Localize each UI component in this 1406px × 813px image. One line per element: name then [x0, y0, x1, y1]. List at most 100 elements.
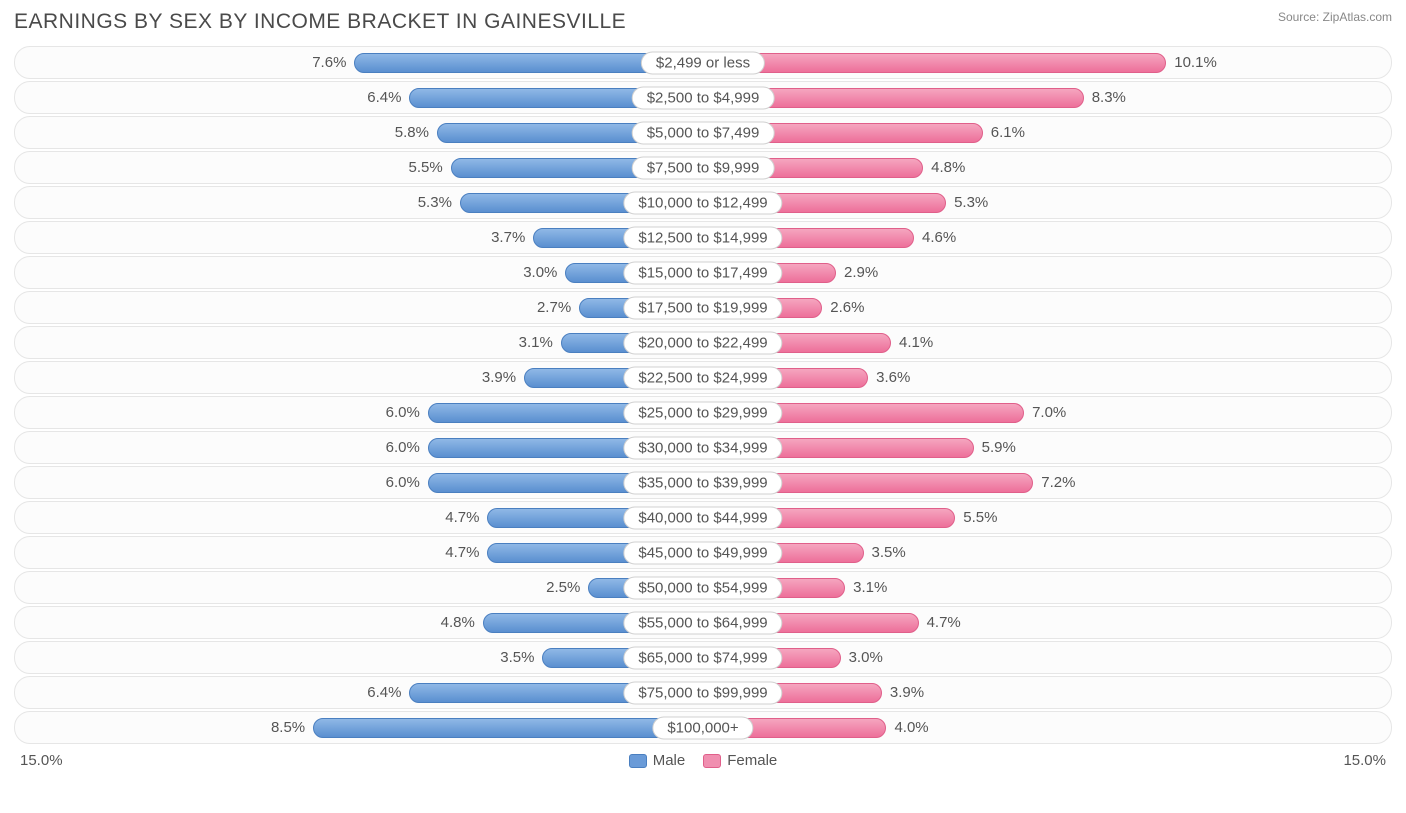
male-half: 6.4%	[15, 677, 703, 708]
female-value-label: 4.0%	[894, 719, 928, 736]
female-half: 5.9%	[703, 432, 1391, 463]
category-label: $5,000 to $7,499	[632, 121, 775, 144]
chart-row: 6.0%7.2%$35,000 to $39,999	[14, 466, 1392, 499]
female-half: 4.0%	[703, 712, 1391, 743]
female-value-label: 3.0%	[849, 649, 883, 666]
male-half: 5.5%	[15, 152, 703, 183]
chart-title: EARNINGS BY SEX BY INCOME BRACKET IN GAI…	[14, 10, 626, 34]
category-label: $50,000 to $54,999	[623, 576, 782, 599]
female-value-label: 6.1%	[991, 124, 1025, 141]
female-half: 5.5%	[703, 502, 1391, 533]
male-value-label: 4.8%	[441, 614, 475, 631]
source-attribution: Source: ZipAtlas.com	[1278, 10, 1392, 24]
chart-row: 3.9% 3.6% $22,500 to $24,999	[14, 361, 1392, 394]
female-half: 2.6%	[703, 292, 1391, 323]
female-value-label: 4.8%	[931, 159, 965, 176]
chart-row: 4.7% 5.5%$40,000 to $44,999	[14, 501, 1392, 534]
male-half: 3.0%	[15, 257, 703, 288]
male-value-label: 6.0%	[386, 404, 420, 421]
female-half: 4.1%	[703, 327, 1391, 358]
category-label: $2,500 to $4,999	[632, 86, 775, 109]
male-half: 3.5%	[15, 642, 703, 673]
category-label: $20,000 to $22,499	[623, 331, 782, 354]
male-value-label: 4.7%	[445, 509, 479, 526]
male-half: 2.7%	[15, 292, 703, 323]
male-half: 5.3%	[15, 187, 703, 218]
category-label: $2,499 or less	[641, 51, 765, 74]
male-value-label: 5.8%	[395, 124, 429, 141]
female-value-label: 7.2%	[1041, 474, 1075, 491]
category-label: $12,500 to $14,999	[623, 226, 782, 249]
male-half: 3.9%	[15, 362, 703, 393]
male-value-label: 3.0%	[523, 264, 557, 281]
male-half: 6.0%	[15, 432, 703, 463]
category-label: $10,000 to $12,499	[623, 191, 782, 214]
category-label: $40,000 to $44,999	[623, 506, 782, 529]
category-label: $75,000 to $99,999	[623, 681, 782, 704]
female-half: 3.9%	[703, 677, 1391, 708]
male-value-label: 3.5%	[500, 649, 534, 666]
male-value-label: 8.5%	[271, 719, 305, 736]
chart-header: EARNINGS BY SEX BY INCOME BRACKET IN GAI…	[14, 10, 1392, 34]
male-value-label: 6.0%	[386, 439, 420, 456]
female-value-label: 4.7%	[927, 614, 961, 631]
chart-row: 6.4% 8.3% $2,500 to $4,999	[14, 81, 1392, 114]
female-value-label: 5.3%	[954, 194, 988, 211]
chart-row: 3.7% 4.6% $12,500 to $14,999	[14, 221, 1392, 254]
male-half: 6.0%	[15, 467, 703, 498]
male-half: 6.4%	[15, 82, 703, 113]
male-half: 3.7%	[15, 222, 703, 253]
female-value-label: 2.9%	[844, 264, 878, 281]
chart-row: 5.8% 6.1% $5,000 to $7,499	[14, 116, 1392, 149]
male-value-label: 3.7%	[491, 229, 525, 246]
female-half: 2.9%	[703, 257, 1391, 288]
male-value-label: 7.6%	[312, 54, 346, 71]
category-label: $30,000 to $34,999	[623, 436, 782, 459]
legend-female-label: Female	[727, 752, 777, 769]
female-half: 10.1%	[703, 47, 1391, 78]
category-label: $65,000 to $74,999	[623, 646, 782, 669]
male-half: 6.0%	[15, 397, 703, 428]
female-half: 8.3%	[703, 82, 1391, 113]
male-value-label: 5.3%	[418, 194, 452, 211]
female-value-label: 3.6%	[876, 369, 910, 386]
female-half: 4.6%	[703, 222, 1391, 253]
male-value-label: 2.5%	[546, 579, 580, 596]
male-swatch-icon	[629, 754, 647, 768]
male-half: 2.5%	[15, 572, 703, 603]
male-value-label: 6.4%	[367, 89, 401, 106]
female-value-label: 3.5%	[872, 544, 906, 561]
female-value-label: 7.0%	[1032, 404, 1066, 421]
female-value-label: 8.3%	[1092, 89, 1126, 106]
category-label: $17,500 to $19,999	[623, 296, 782, 319]
male-value-label: 3.9%	[482, 369, 516, 386]
axis-left-max: 15.0%	[20, 752, 63, 769]
female-half: 3.0%	[703, 642, 1391, 673]
chart-row: 6.4%3.9%$75,000 to $99,999	[14, 676, 1392, 709]
female-half: 7.0%	[703, 397, 1391, 428]
category-label: $100,000+	[652, 716, 753, 739]
female-value-label: 4.1%	[899, 334, 933, 351]
category-label: $7,500 to $9,999	[632, 156, 775, 179]
chart-row: 5.3% 5.3% $10,000 to $12,499	[14, 186, 1392, 219]
female-half: 4.7%	[703, 607, 1391, 638]
category-label: $15,000 to $17,499	[623, 261, 782, 284]
female-bar	[703, 53, 1166, 73]
female-value-label: 10.1%	[1174, 54, 1217, 71]
male-value-label: 5.5%	[409, 159, 443, 176]
male-value-label: 3.1%	[519, 334, 553, 351]
male-value-label: 4.7%	[445, 544, 479, 561]
female-half: 3.5%	[703, 537, 1391, 568]
category-label: $22,500 to $24,999	[623, 366, 782, 389]
female-value-label: 3.1%	[853, 579, 887, 596]
female-value-label: 4.6%	[922, 229, 956, 246]
male-half: 4.8%	[15, 607, 703, 638]
legend-female: Female	[703, 752, 777, 769]
female-half: 4.8%	[703, 152, 1391, 183]
category-label: $55,000 to $64,999	[623, 611, 782, 634]
chart-row: 8.5% 4.0% $100,000+	[14, 711, 1392, 744]
female-half: 7.2%	[703, 467, 1391, 498]
chart-row: 2.7%2.6%$17,500 to $19,999	[14, 291, 1392, 324]
chart-footer: 15.0% Male Female 15.0%	[14, 752, 1392, 769]
female-half: 6.1%	[703, 117, 1391, 148]
